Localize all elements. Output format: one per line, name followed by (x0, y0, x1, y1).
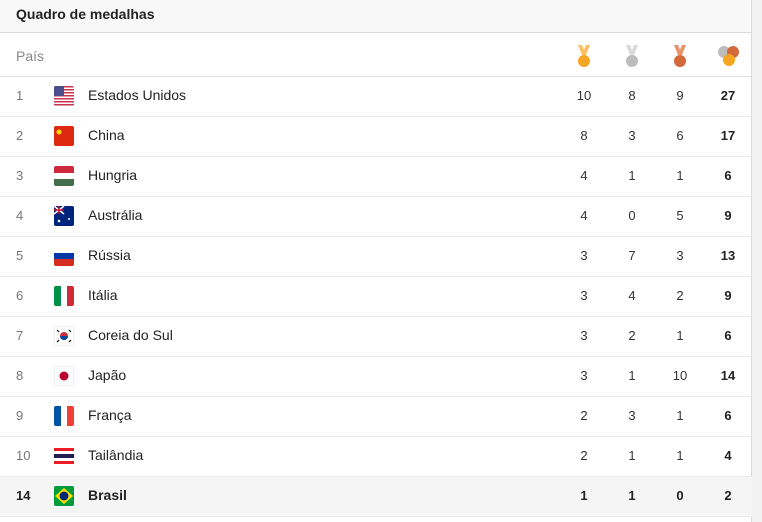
country-name: Japão (88, 367, 127, 383)
country-name: Brasil (88, 487, 127, 503)
silver-count: 1 (628, 488, 636, 503)
gold-count: 1 (580, 488, 588, 503)
total-count: 2 (724, 488, 732, 503)
gold-count: 3 (580, 368, 588, 383)
bronze-count: 9 (676, 88, 684, 103)
flag-jp-icon (54, 366, 74, 386)
flag-cn-icon (54, 126, 74, 146)
gold-count: 4 (580, 168, 588, 183)
total-count: 9 (724, 208, 732, 223)
bronze-count: 1 (676, 408, 684, 423)
table-row[interactable]: 6 Itália 3 4 2 9 (0, 277, 752, 317)
total-count: 27 (720, 88, 736, 103)
gold-count: 8 (580, 128, 588, 143)
flag-hu-icon (54, 166, 74, 186)
silver-count: 1 (628, 368, 636, 383)
country-name: Hungria (88, 167, 138, 183)
bronze-count: 6 (676, 128, 684, 143)
rank: 7 (16, 328, 24, 343)
flag-au-icon (54, 206, 74, 226)
rank: 2 (16, 128, 24, 143)
table-row[interactable]: 7 Coreia do Sul 3 2 1 6 (0, 317, 752, 357)
flag-th-icon (54, 446, 74, 466)
flag-br-icon (54, 486, 74, 506)
rank: 6 (16, 288, 24, 303)
silver-count: 2 (628, 328, 636, 343)
flag-ru-icon (54, 246, 74, 266)
table-row[interactable]: 9 França 2 3 1 6 (0, 397, 752, 437)
total-count: 6 (724, 328, 732, 343)
bronze-medal-icon (674, 45, 686, 67)
total-count: 14 (720, 368, 736, 383)
silver-count: 8 (628, 88, 636, 103)
country-name: Rússia (88, 247, 131, 263)
gold-count: 3 (580, 328, 588, 343)
table-row[interactable]: 8 Japão 3 1 10 14 (0, 357, 752, 397)
silver-count: 4 (628, 288, 636, 303)
gold-count: 2 (580, 448, 588, 463)
country-name: Coreia do Sul (88, 327, 173, 343)
total-count: 13 (720, 248, 736, 263)
bronze-count: 10 (672, 368, 688, 383)
bronze-count: 1 (676, 448, 684, 463)
silver-count: 3 (628, 128, 636, 143)
bronze-count: 3 (676, 248, 684, 263)
bronze-count: 5 (676, 208, 684, 223)
table-header: País (0, 33, 752, 77)
bronze-count: 1 (676, 328, 684, 343)
table-row[interactable]: 3 Hungria 4 1 1 6 (0, 157, 752, 197)
table-row[interactable]: 10 Tailândia 2 1 1 4 (0, 437, 752, 477)
rank: 9 (16, 408, 24, 423)
table-row[interactable]: 14 Brasil 1 1 0 2 (0, 477, 752, 517)
total-count: 9 (724, 288, 732, 303)
rank: 5 (16, 248, 24, 263)
country-column-header: País (16, 48, 45, 64)
table-row[interactable]: 4 Austrália 4 0 5 9 (0, 197, 752, 237)
country-name: Tailândia (88, 447, 144, 463)
rank: 4 (16, 208, 24, 223)
flag-fr-icon (54, 406, 74, 426)
rank: 14 (16, 488, 31, 503)
table-row[interactable]: 1 Estados Unidos 10 8 9 27 (0, 77, 752, 117)
rank: 3 (16, 168, 24, 183)
rank: 10 (16, 448, 31, 463)
country-name: Itália (88, 287, 118, 303)
total-count: 4 (724, 448, 732, 463)
bronze-count: 0 (676, 488, 684, 503)
country-name: França (88, 407, 132, 423)
country-name: Estados Unidos (88, 87, 187, 103)
gold-count: 2 (580, 408, 588, 423)
total-medals-icon (718, 46, 739, 66)
country-name: Austrália (88, 207, 143, 223)
silver-count: 1 (628, 448, 636, 463)
gold-count: 4 (580, 208, 588, 223)
total-count: 17 (720, 128, 736, 143)
country-name: China (88, 127, 125, 143)
silver-count: 7 (628, 248, 636, 263)
bronze-count: 2 (676, 288, 684, 303)
flag-us-icon (54, 86, 74, 106)
rank: 8 (16, 368, 24, 383)
silver-count: 1 (628, 168, 636, 183)
panel-title: Quadro de medalhas (0, 0, 751, 33)
table-row[interactable]: 2 China 8 3 6 17 (0, 117, 752, 157)
rank: 1 (16, 88, 24, 103)
gold-count: 10 (576, 88, 592, 103)
total-count: 6 (724, 408, 732, 423)
silver-count: 3 (628, 408, 636, 423)
gold-count: 3 (580, 288, 588, 303)
gold-count: 3 (580, 248, 588, 263)
silver-medal-icon (626, 45, 638, 67)
bronze-count: 1 (676, 168, 684, 183)
table-row[interactable]: 5 Rússia 3 7 3 13 (0, 237, 752, 277)
silver-count: 0 (628, 208, 636, 223)
gold-medal-icon (578, 45, 590, 67)
flag-it-icon (54, 286, 74, 306)
total-count: 6 (724, 168, 732, 183)
flag-kr-icon (54, 326, 74, 346)
